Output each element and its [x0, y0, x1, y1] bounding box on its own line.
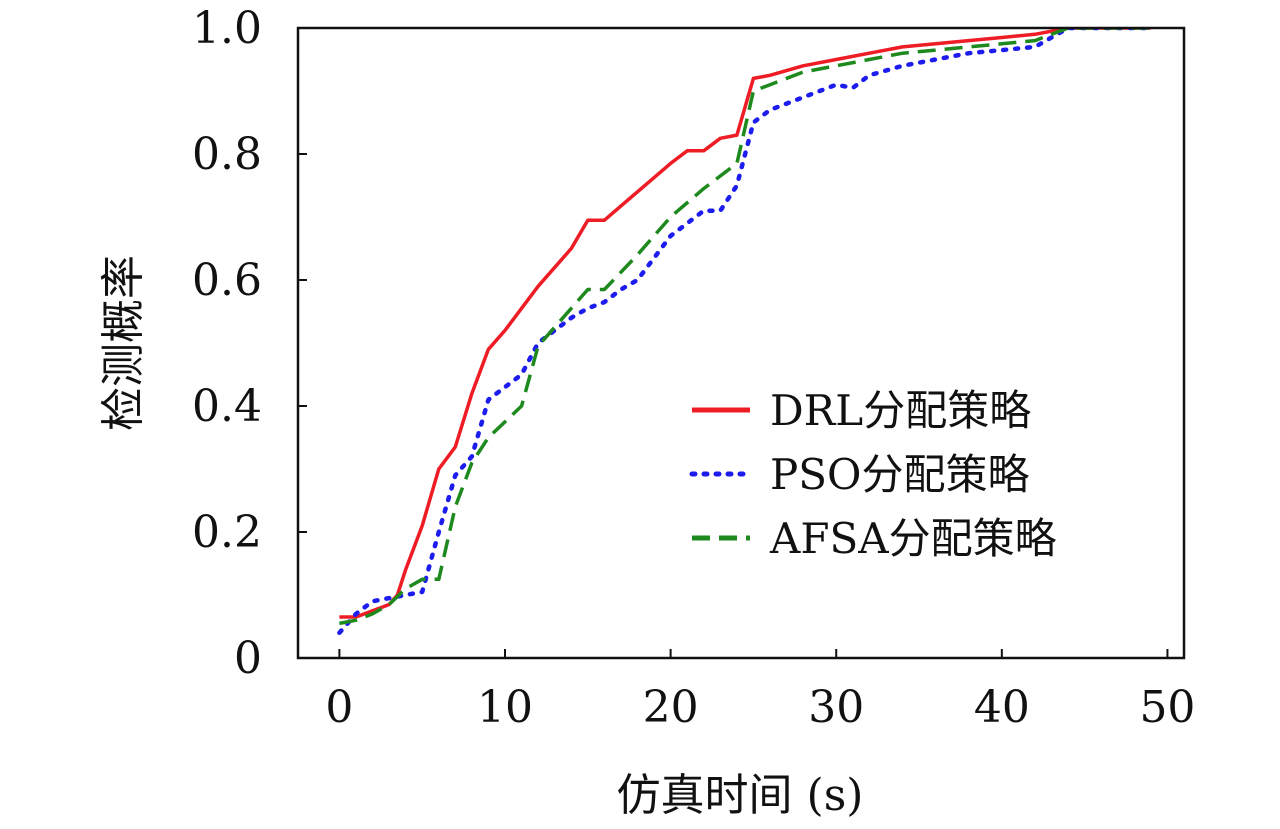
- x-tick-label: 20: [643, 682, 699, 733]
- legend-label-2: PSO分配策略: [770, 450, 1029, 499]
- y-tick-label: 0.2: [192, 507, 262, 558]
- series-line-1: [339, 28, 1151, 619]
- series-layer: [337, 28, 1154, 636]
- y-axis: 0 0.2 0.4 0.6 0.8 1.0: [192, 3, 307, 684]
- legend-label-3: AFSA分配策略: [769, 514, 1057, 563]
- series-line-2: [337, 28, 1154, 636]
- legend-label-1: DRL分配策略: [770, 386, 1031, 435]
- y-axis-title: 检测概率: [98, 255, 149, 431]
- y-tick-label: 1.0: [192, 3, 262, 54]
- y-tick-label: 0.6: [192, 255, 262, 306]
- legend: DRL分配策略 PSO分配策略 AFSA分配策略: [689, 386, 1057, 563]
- y-tick-label: 0.8: [192, 129, 262, 180]
- x-tick-label: 40: [974, 682, 1030, 733]
- x-axis-title: 仿真时间 (s): [617, 770, 864, 821]
- x-tick-label: 0: [325, 682, 353, 733]
- x-tick-label: 30: [808, 682, 864, 733]
- plot-frame: [296, 26, 1186, 660]
- series-line-3: [339, 28, 1151, 626]
- x-tick-label: 50: [1139, 682, 1195, 733]
- x-axis: 0 10 20 30 40 50: [325, 649, 1195, 733]
- y-tick-label: 0.4: [192, 381, 262, 432]
- y-tick-label: 0: [234, 633, 262, 684]
- x-tick-label: 10: [477, 682, 533, 733]
